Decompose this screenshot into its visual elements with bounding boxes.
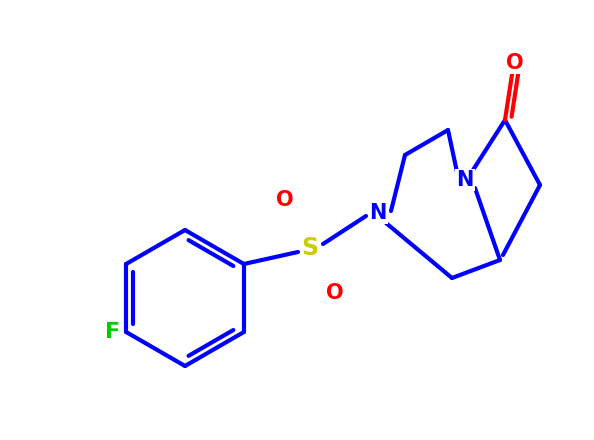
Text: O: O: [326, 283, 344, 303]
Text: N: N: [369, 203, 387, 223]
Text: F: F: [105, 322, 119, 342]
Text: O: O: [276, 190, 294, 210]
Text: S: S: [301, 236, 318, 260]
Text: N: N: [456, 170, 473, 190]
Text: O: O: [506, 53, 524, 73]
